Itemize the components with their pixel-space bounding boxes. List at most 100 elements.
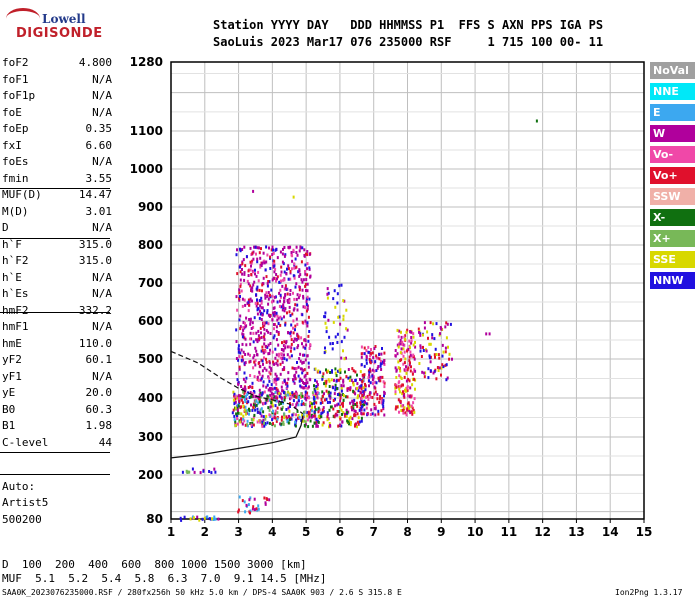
echo-point [272,336,275,340]
echo-point [243,500,246,504]
echo-point [280,295,282,299]
echo-point [358,394,361,398]
echo-point [342,318,345,322]
echo-point [233,392,236,396]
echo-point [293,262,296,266]
echo-point [242,358,244,362]
echo-point [277,354,280,358]
echo-point [342,299,345,303]
echo-point [238,296,241,300]
echo-point [434,347,437,351]
echo-point [322,406,325,410]
echo-point [276,275,279,279]
echo-point [271,418,274,422]
echo-point [407,404,410,408]
echo-point [305,321,308,325]
echo-point [239,314,242,318]
echo-point [306,267,308,271]
echo-point [241,335,244,339]
echo-point [270,367,273,371]
echo-point [408,355,411,359]
echo-point [231,411,234,415]
echo-point [303,254,306,258]
echo-point [193,470,196,474]
echo-point [371,368,374,372]
echo-point [346,411,349,414]
echo-point [233,394,236,398]
echo-point [414,345,417,349]
echo-point [333,289,336,293]
echo-point [374,380,377,384]
echo-point [270,392,273,396]
echo-point [398,387,401,391]
echo-point [273,386,276,390]
echo-point [296,308,299,312]
echo-point [429,360,432,364]
echo-point [404,411,407,415]
echo-point [259,391,262,395]
echo-point [410,365,412,369]
echo-point [290,354,293,358]
echo-point [342,314,345,318]
echo-point [266,498,269,501]
echo-point [418,362,421,365]
param-value: 60.3 [85,402,113,416]
echo-point [283,296,285,300]
echo-point [275,419,278,423]
echo-point [263,421,265,425]
echo-point [315,385,318,388]
echo-point [269,398,271,402]
echo-point [414,369,417,373]
echo-point [342,384,345,388]
echo-point [295,297,298,301]
echo-point [315,394,318,398]
echo-point [373,402,376,406]
echo-point [305,398,308,402]
echo-point [394,349,397,352]
echo-point [421,370,424,374]
echo-point [249,337,252,341]
echo-point [423,375,426,379]
echo-point [340,402,343,406]
echo-point [321,411,324,415]
echo-point [263,496,266,500]
echo-point [265,275,268,279]
echo-point [256,257,259,261]
param-row: B0 60.3 [2,403,112,420]
param-value: N/A [92,155,112,168]
echo-point [341,412,343,416]
echo-point [358,386,361,389]
echo-point [361,380,364,384]
echo-point [298,415,301,419]
echo-point [272,409,274,413]
echo-point [260,358,263,362]
echo-point [256,246,259,250]
param-row: C-level 44 [2,436,112,453]
echo-point [339,396,342,400]
echo-point [377,409,380,413]
echo-point [258,316,261,320]
echo-point [265,260,268,264]
echo-point [267,280,270,283]
echo-point [302,386,305,390]
param-value: N/A [92,270,112,284]
echo-point [371,396,374,399]
echo-point [442,365,445,369]
echo-point [271,300,273,304]
echo-point [281,405,284,409]
echo-point [275,279,277,283]
echo-point [316,424,319,428]
y-tick-label: 200 [138,468,163,482]
echo-point [269,314,271,318]
echo-point [305,378,308,382]
echo-point [258,336,261,340]
echo-point [281,260,284,264]
echo-point [301,419,304,423]
echo-point [256,377,259,381]
echo-point [259,263,262,267]
echo-point [232,408,235,412]
echo-point [251,421,254,425]
echo-point [317,415,320,419]
echo-point [250,418,253,421]
echo-point [244,264,247,268]
